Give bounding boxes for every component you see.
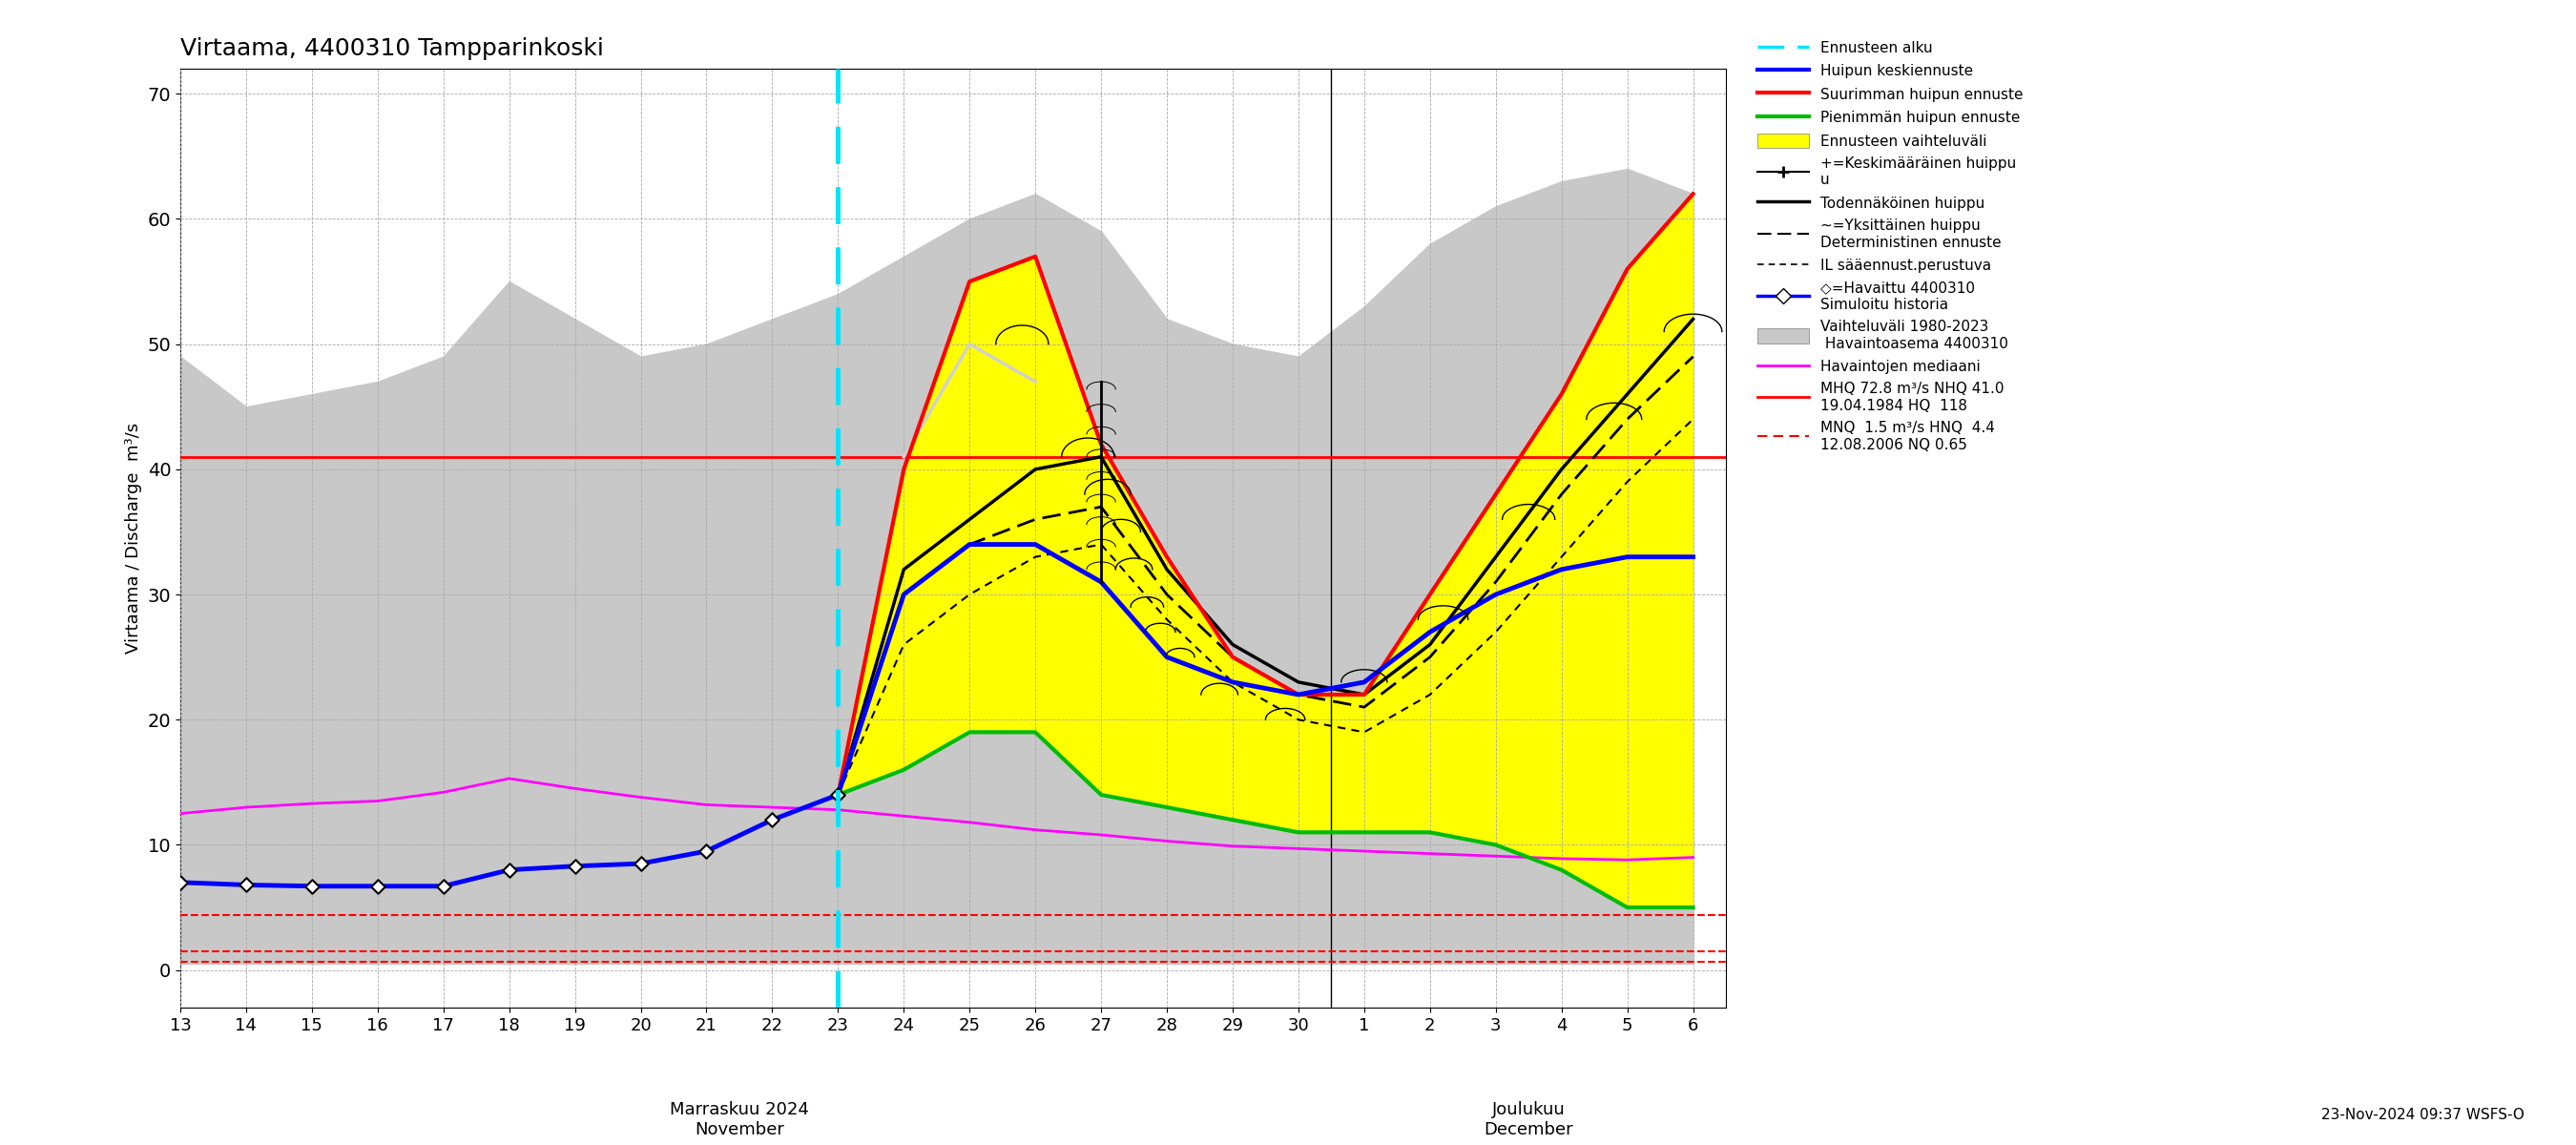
- Point: [554, 856, 595, 875]
- Text: 23-Nov-2024 09:37 WSFS-O: 23-Nov-2024 09:37 WSFS-O: [2321, 1108, 2524, 1122]
- Point: [817, 785, 858, 804]
- Text: Joulukuu
December: Joulukuu December: [1484, 1101, 1574, 1138]
- Text: Marraskuu 2024
November: Marraskuu 2024 November: [670, 1101, 809, 1138]
- Text: Virtaama, 4400310 Tampparinkoski: Virtaama, 4400310 Tampparinkoski: [180, 38, 603, 61]
- Point: [160, 874, 201, 892]
- Point: [291, 877, 332, 895]
- Point: [489, 861, 531, 879]
- Point: [358, 877, 399, 895]
- Legend: Ennusteen alku, Huipun keskiennuste, Suurimman huipun ennuste, Pienimmän huipun : Ennusteen alku, Huipun keskiennuste, Suu…: [1752, 34, 2030, 458]
- Point: [685, 842, 726, 860]
- Point: [752, 811, 793, 829]
- Y-axis label: Virtaama / Discharge  m³/s: Virtaama / Discharge m³/s: [126, 423, 142, 654]
- Point: [422, 877, 464, 895]
- Point: [227, 876, 268, 894]
- Point: [621, 854, 662, 872]
